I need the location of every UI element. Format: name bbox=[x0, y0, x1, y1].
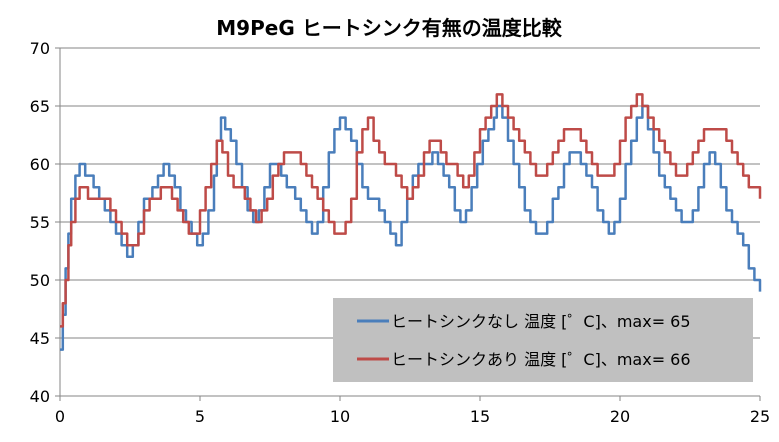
series-lines bbox=[60, 93, 762, 351]
axes: 40 45 50 55 60 65 70 0 5 10 15 20 25 bbox=[30, 39, 771, 426]
y-tick-label: 70 bbox=[30, 39, 50, 58]
y-tick-label: 40 bbox=[30, 387, 50, 406]
legend-box bbox=[333, 298, 753, 382]
chart-title: M9PeG ヒートシンク有無の温度比較 bbox=[216, 16, 562, 40]
x-tick-label: 15 bbox=[470, 407, 490, 426]
y-tick-label: 60 bbox=[30, 155, 50, 174]
y-tick-label: 45 bbox=[30, 329, 50, 348]
x-tick-label: 20 bbox=[610, 407, 630, 426]
series-line-2 bbox=[60, 93, 762, 328]
series-line-1 bbox=[60, 104, 762, 351]
x-tick-label: 5 bbox=[195, 407, 205, 426]
y-tick-label: 65 bbox=[30, 97, 50, 116]
x-tick-label: 0 bbox=[55, 407, 65, 426]
legend-label-2: ヒートシンクあり 温度 [゜C]、max= 66 bbox=[391, 350, 691, 369]
y-tick-label: 50 bbox=[30, 271, 50, 290]
x-tick-label: 25 bbox=[750, 407, 770, 426]
legend: ヒートシンクなし 温度 [゜C]、max= 65 ヒートシンクあり 温度 [゜C]… bbox=[333, 298, 753, 382]
x-tick-label: 10 bbox=[330, 407, 350, 426]
y-tick-label: 55 bbox=[30, 213, 50, 232]
legend-label-1: ヒートシンクなし 温度 [゜C]、max= 65 bbox=[391, 312, 691, 331]
